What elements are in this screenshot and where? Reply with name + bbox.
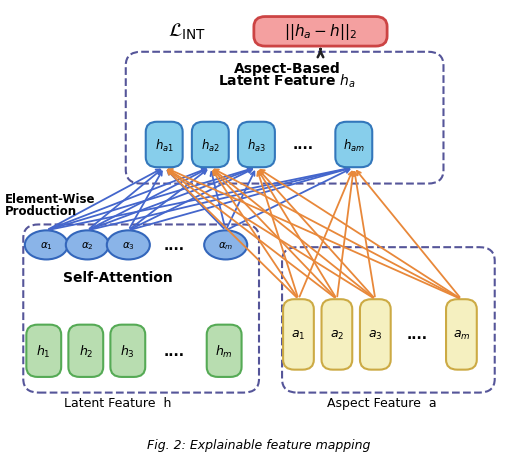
Text: Aspect Feature  a: Aspect Feature a — [327, 396, 437, 409]
Text: $||h_a - h||_2$: $||h_a - h||_2$ — [284, 22, 357, 42]
Text: $\alpha_m$: $\alpha_m$ — [218, 240, 234, 251]
Text: Production: Production — [5, 205, 78, 218]
Text: Latent Feature  h: Latent Feature h — [64, 396, 172, 409]
FancyBboxPatch shape — [110, 325, 145, 377]
Text: $h_m$: $h_m$ — [215, 343, 233, 359]
Text: $\alpha_3$: $\alpha_3$ — [122, 240, 135, 251]
FancyBboxPatch shape — [360, 300, 391, 370]
FancyBboxPatch shape — [146, 123, 183, 168]
Text: ....: .... — [164, 238, 185, 252]
Ellipse shape — [107, 231, 150, 260]
Ellipse shape — [204, 231, 247, 260]
Ellipse shape — [66, 231, 109, 260]
Text: $\alpha_2$: $\alpha_2$ — [81, 240, 94, 251]
FancyBboxPatch shape — [254, 17, 387, 47]
Text: ....: .... — [293, 138, 314, 152]
Text: $a_1$: $a_1$ — [291, 328, 306, 341]
FancyBboxPatch shape — [282, 248, 495, 393]
Text: $a_2$: $a_2$ — [330, 328, 344, 341]
FancyBboxPatch shape — [238, 123, 275, 168]
Text: $h_{am}$: $h_{am}$ — [343, 137, 365, 153]
FancyBboxPatch shape — [68, 325, 103, 377]
Text: ....: .... — [164, 344, 185, 358]
Text: $\alpha_1$: $\alpha_1$ — [40, 240, 53, 251]
Text: $h_1$: $h_1$ — [36, 343, 51, 359]
FancyBboxPatch shape — [446, 300, 477, 370]
Text: $h_{a1}$: $h_{a1}$ — [155, 137, 174, 153]
Text: Self-Attention: Self-Attention — [63, 270, 173, 284]
Text: Element-Wise: Element-Wise — [5, 192, 96, 205]
Text: Aspect-Based: Aspect-Based — [234, 62, 340, 76]
Text: Latent Feature $h_a$: Latent Feature $h_a$ — [219, 72, 356, 90]
Text: $h_{a3}$: $h_{a3}$ — [247, 137, 266, 153]
FancyBboxPatch shape — [335, 123, 372, 168]
Ellipse shape — [25, 231, 68, 260]
Text: $\mathcal{L}_{\mathrm{INT}}$: $\mathcal{L}_{\mathrm{INT}}$ — [168, 22, 206, 42]
Text: $a_3$: $a_3$ — [368, 328, 383, 341]
FancyBboxPatch shape — [26, 325, 61, 377]
FancyBboxPatch shape — [192, 123, 229, 168]
Text: Fig. 2: Explainable feature mapping: Fig. 2: Explainable feature mapping — [147, 438, 371, 451]
FancyBboxPatch shape — [126, 53, 443, 184]
Text: $h_2$: $h_2$ — [79, 343, 93, 359]
FancyBboxPatch shape — [322, 300, 352, 370]
FancyBboxPatch shape — [23, 225, 259, 393]
Text: $h_{a2}$: $h_{a2}$ — [201, 137, 220, 153]
Text: ....: .... — [406, 328, 427, 341]
FancyBboxPatch shape — [283, 300, 314, 370]
FancyBboxPatch shape — [207, 325, 241, 377]
Text: $a_m$: $a_m$ — [453, 328, 470, 341]
Text: $h_3$: $h_3$ — [120, 343, 135, 359]
